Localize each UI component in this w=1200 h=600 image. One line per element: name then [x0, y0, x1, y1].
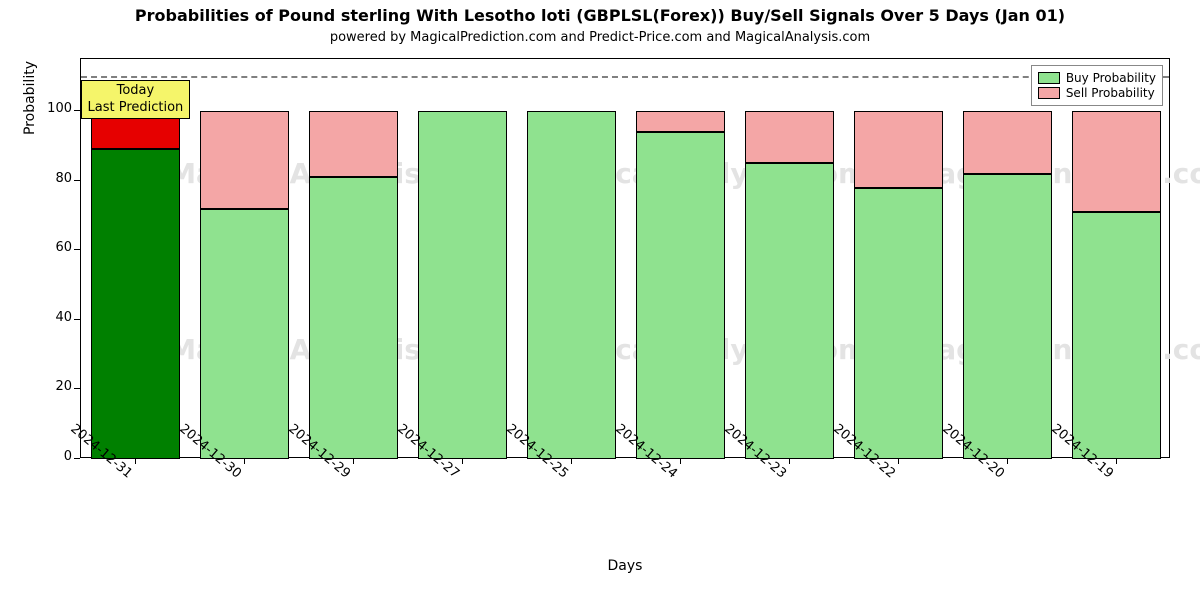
y-tick-label: 0 — [32, 449, 72, 464]
bar-sell — [200, 111, 289, 208]
y-tick — [74, 458, 80, 459]
x-axis-label: Days — [80, 558, 1170, 574]
y-tick-label: 80 — [32, 171, 72, 186]
y-tick-label: 100 — [32, 101, 72, 116]
x-tick — [135, 458, 136, 464]
bar-sell — [1072, 111, 1161, 212]
x-tick — [680, 458, 681, 464]
bar-sell — [636, 111, 725, 132]
x-tick — [1007, 458, 1008, 464]
y-tick-label: 60 — [32, 240, 72, 255]
y-tick — [74, 319, 80, 320]
x-tick — [898, 458, 899, 464]
legend-item: Buy Probability — [1038, 71, 1156, 85]
annotation-line2: Last Prediction — [88, 100, 184, 116]
y-tick — [74, 249, 80, 250]
plot-area: Buy ProbabilitySell Probability MagicalA… — [80, 58, 1170, 458]
y-tick-label: 20 — [32, 379, 72, 394]
chart-canvas: Probabilities of Pound sterling With Les… — [0, 0, 1200, 600]
bar-buy — [1072, 212, 1161, 459]
chart-subtitle: powered by MagicalPrediction.com and Pre… — [0, 30, 1200, 45]
bar-sell — [745, 111, 834, 163]
x-tick — [789, 458, 790, 464]
chart-title: Probabilities of Pound sterling With Les… — [0, 6, 1200, 25]
x-tick — [571, 458, 572, 464]
y-tick — [74, 110, 80, 111]
legend-label: Sell Probability — [1066, 86, 1155, 100]
y-tick — [74, 388, 80, 389]
x-tick — [462, 458, 463, 464]
legend-swatch — [1038, 87, 1060, 99]
legend-item: Sell Probability — [1038, 86, 1156, 100]
annotation-line1: Today — [88, 83, 184, 99]
legend-swatch — [1038, 72, 1060, 84]
legend-label: Buy Probability — [1066, 71, 1156, 85]
bar-sell — [309, 111, 398, 177]
legend: Buy ProbabilitySell Probability — [1031, 65, 1163, 106]
reference-line — [81, 76, 1169, 78]
y-tick — [74, 180, 80, 181]
x-tick — [353, 458, 354, 464]
x-tick — [1116, 458, 1117, 464]
x-tick — [244, 458, 245, 464]
bar-sell — [963, 111, 1052, 174]
today-annotation: TodayLast Prediction — [81, 80, 191, 119]
y-tick-label: 40 — [32, 310, 72, 325]
bar-sell — [854, 111, 943, 188]
